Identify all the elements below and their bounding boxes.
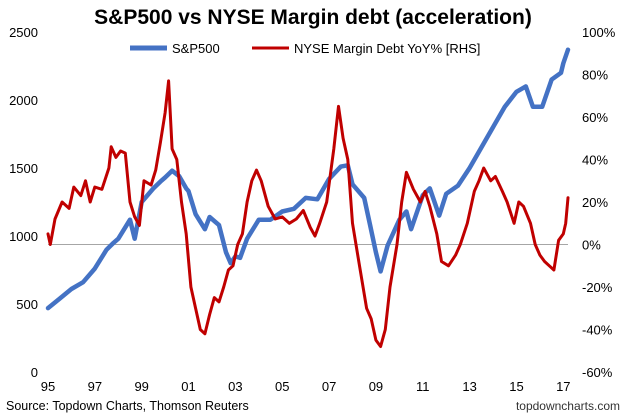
left-tick-label: 500 bbox=[16, 297, 38, 312]
right-tick-label: 80% bbox=[582, 68, 608, 83]
left-tick-label: 1500 bbox=[9, 161, 38, 176]
x-tick-label: 11 bbox=[416, 379, 430, 394]
x-tick-label: 95 bbox=[41, 379, 55, 394]
series-line-sp500 bbox=[45, 47, 571, 311]
left-tick-label: 2500 bbox=[9, 25, 38, 40]
left-tick-label: 0 bbox=[31, 365, 38, 380]
right-tick-label: 20% bbox=[582, 195, 608, 210]
x-tick-label: 13 bbox=[462, 379, 476, 394]
watermark: topdowncharts.com bbox=[516, 399, 620, 413]
left-tick-label: 2000 bbox=[9, 93, 38, 108]
x-tick-label: 15 bbox=[509, 379, 523, 394]
x-tick-label: 09 bbox=[369, 379, 383, 394]
x-tick-label: 03 bbox=[228, 379, 242, 394]
right-tick-label: -20% bbox=[582, 280, 613, 295]
left-axis-ticks: 0 500 1000 1500 2000 2500 bbox=[9, 25, 38, 380]
series-line-margin-debt bbox=[46, 79, 570, 348]
right-tick-label: -40% bbox=[582, 323, 613, 338]
source-note: Source: Topdown Charts, Thomson Reuters bbox=[6, 399, 249, 413]
x-tick-label: 01 bbox=[181, 379, 195, 394]
right-tick-label: 0% bbox=[582, 238, 601, 253]
legend-label-sp500: S&P500 bbox=[172, 41, 220, 56]
right-tick-label: 100% bbox=[582, 25, 616, 40]
x-tick-label: 05 bbox=[275, 379, 289, 394]
x-axis-ticks: 95 97 99 01 03 05 07 09 11 13 15 17 bbox=[41, 379, 571, 394]
left-tick-label: 1000 bbox=[9, 229, 38, 244]
right-axis-ticks: -60% -40% -20% 0% 20% 40% 60% 80% 100% bbox=[582, 25, 616, 380]
right-tick-label: -60% bbox=[582, 365, 613, 380]
right-tick-label: 60% bbox=[582, 110, 608, 125]
x-tick-label: 07 bbox=[322, 379, 336, 394]
legend: S&P500 NYSE Margin Debt YoY% [RHS] bbox=[130, 41, 480, 56]
x-tick-label: 99 bbox=[134, 379, 148, 394]
legend-label-margin-debt: NYSE Margin Debt YoY% [RHS] bbox=[294, 41, 480, 56]
x-tick-label: 17 bbox=[556, 379, 570, 394]
chart-title: S&P500 vs NYSE Margin debt (acceleration… bbox=[94, 6, 532, 29]
right-tick-label: 40% bbox=[582, 153, 608, 168]
x-tick-label: 97 bbox=[88, 379, 102, 394]
